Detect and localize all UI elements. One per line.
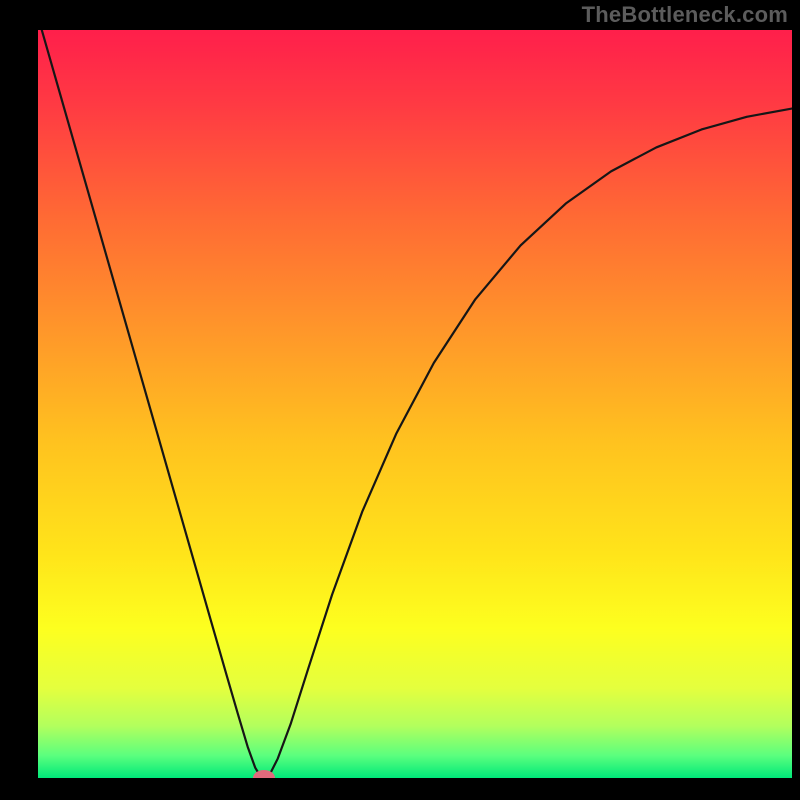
bottleneck-curve bbox=[38, 30, 792, 778]
plot-area bbox=[38, 30, 792, 778]
curve-path bbox=[42, 30, 792, 778]
watermark-text: TheBottleneck.com bbox=[582, 2, 788, 28]
